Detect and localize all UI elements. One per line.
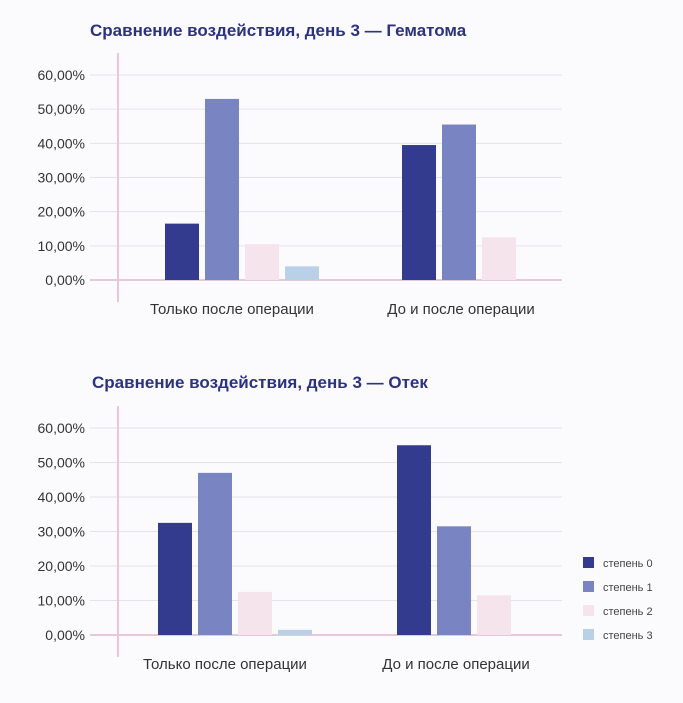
hematoma-bar-степень-0 bbox=[402, 145, 436, 280]
legend-swatch bbox=[583, 581, 594, 592]
hematoma-chart-title: Сравнение воздействия, день 3 — Гематома bbox=[90, 21, 467, 40]
legend-label: степень 2 bbox=[603, 606, 653, 618]
edema-bar-степень-2 bbox=[477, 595, 511, 635]
legend-label: степень 0 bbox=[603, 558, 653, 570]
edema-y-tick-label: 20,00% bbox=[38, 558, 85, 574]
edema-y-tick-label: 30,00% bbox=[38, 524, 85, 540]
hematoma-y-tick-label: 60,00% bbox=[38, 67, 85, 83]
edema-y-tick-label: 60,00% bbox=[38, 420, 85, 436]
hematoma-category-label: Только после операции bbox=[150, 301, 314, 318]
edema-y-tick-label: 10,00% bbox=[38, 593, 85, 609]
legend-label: степень 1 bbox=[603, 582, 653, 594]
edema-bar-степень-0 bbox=[158, 522, 192, 635]
edema-bar-степень-2 bbox=[238, 591, 272, 635]
edema-bar-степень-1 bbox=[437, 526, 471, 635]
hematoma-y-tick-label: 50,00% bbox=[38, 101, 85, 117]
edema-y-tick-label: 0,00% bbox=[45, 627, 85, 643]
hematoma-bar-степень-3 bbox=[285, 266, 319, 280]
hematoma-y-tick-label: 20,00% bbox=[38, 204, 85, 220]
hematoma-bar-степень-0 bbox=[165, 223, 199, 280]
edema-bar-степень-3 bbox=[278, 629, 312, 635]
hematoma-bar-степень-1 bbox=[205, 98, 239, 281]
legend-swatch bbox=[583, 629, 594, 640]
legend-swatch bbox=[583, 605, 594, 616]
edema-category-label: До и после операции bbox=[382, 656, 529, 673]
hematoma-bar-степень-2 bbox=[482, 237, 516, 280]
edema-bar-степень-1 bbox=[198, 472, 232, 635]
hematoma-category-label: До и после операции bbox=[387, 301, 534, 318]
hematoma-y-tick-label: 30,00% bbox=[38, 170, 85, 186]
edema-chart: Сравнение воздействия, день 3 — Отек 0,0… bbox=[38, 373, 562, 673]
hematoma-bar-степень-1 bbox=[442, 124, 476, 281]
legend-swatch bbox=[583, 557, 594, 568]
edema-y-tick-label: 50,00% bbox=[38, 455, 85, 471]
hematoma-y-tick-label: 40,00% bbox=[38, 135, 85, 151]
hematoma-y-tick-label: 0,00% bbox=[45, 272, 85, 288]
edema-category-label: Только после операции bbox=[143, 656, 307, 673]
hematoma-bar-степень-2 bbox=[245, 244, 279, 280]
edema-y-tick-label: 40,00% bbox=[38, 489, 85, 505]
legend-label: степень 3 bbox=[603, 630, 653, 642]
edema-chart-title: Сравнение воздействия, день 3 — Отек bbox=[92, 373, 428, 392]
legend: степень 0 степень 1 степень 2 степень 3 bbox=[583, 557, 653, 642]
hematoma-y-tick-label: 10,00% bbox=[38, 238, 85, 254]
hematoma-chart: Сравнение воздействия, день 3 — Гематома… bbox=[38, 21, 562, 318]
edema-bar-степень-0 bbox=[397, 445, 431, 635]
